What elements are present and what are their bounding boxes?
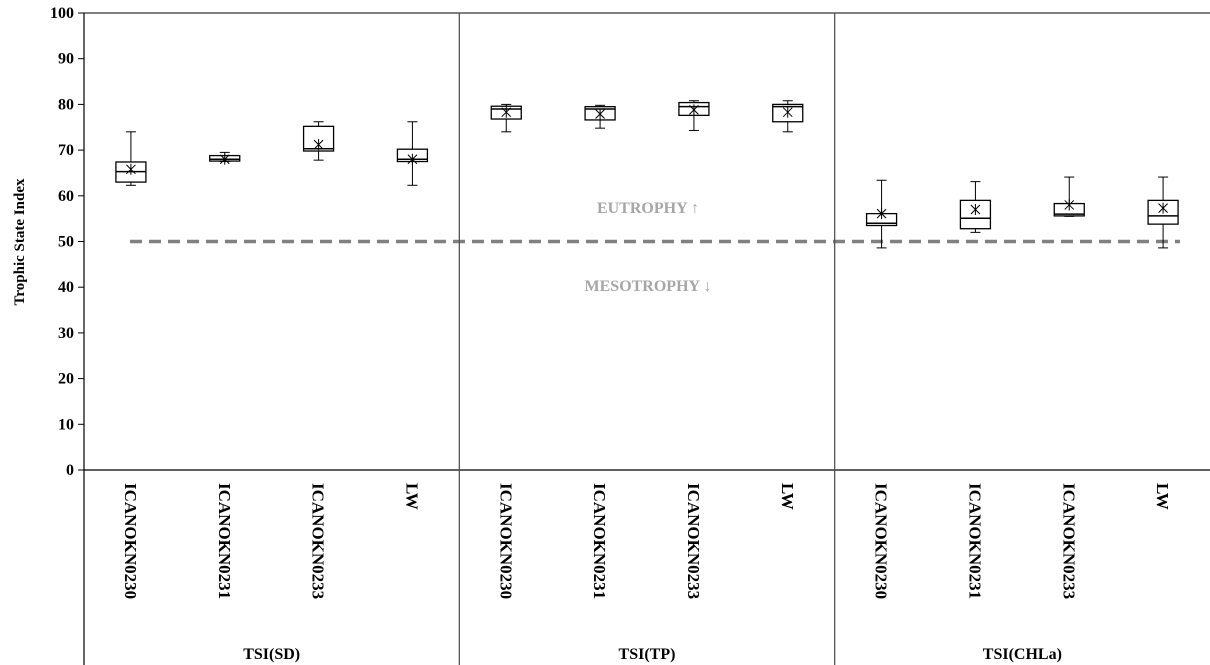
y-tick-label: 30: [58, 325, 74, 342]
box-TSI(SD)-ICANOKN0230: [115, 131, 147, 186]
y-tick-label: 80: [58, 96, 74, 113]
eutrophy-label: EUTROPHY ↑: [597, 200, 699, 217]
box-TSI(TP)-ICANOKN0230: [490, 103, 522, 133]
x-category-label: LW: [1153, 483, 1172, 510]
y-tick-label: 0: [66, 462, 74, 479]
x-category-label: ICANOKN0231: [590, 483, 609, 599]
box-TSI(CHLa)-ICANOKN0230: [865, 179, 898, 249]
box-TSI(CHLa)-LW: [1147, 176, 1179, 249]
y-tick-label: 50: [58, 234, 74, 251]
y-tick-label: 20: [58, 371, 74, 388]
y-axis-label: Trophic State Index: [12, 178, 28, 305]
x-category-label: ICANOKN0231: [215, 483, 234, 599]
y-tick-label: 60: [58, 188, 74, 205]
box-TSI(TP)-LW: [772, 100, 804, 133]
x-category-label: ICANOKN0233: [1059, 483, 1078, 599]
x-category-label: ICANOKN0233: [309, 483, 328, 599]
x-category-label: ICANOKN0231: [965, 483, 984, 599]
box-TSI(SD)-ICANOKN0231: [209, 151, 241, 165]
group-label: TSI(CHLa): [983, 646, 1062, 663]
y-tick-label: 70: [58, 142, 74, 159]
box-TSI(TP)-ICANOKN0233: [678, 100, 710, 131]
x-category-label: ICANOKN0230: [121, 483, 140, 599]
x-category-label: ICANOKN0233: [684, 483, 703, 599]
y-tick-label: 100: [50, 5, 74, 22]
x-category-label: ICANOKN0230: [496, 483, 515, 599]
box-TSI(SD)-LW: [396, 121, 429, 186]
y-tick-label: 40: [58, 279, 74, 296]
x-category-label: LW: [402, 483, 421, 510]
box-TSI(CHLa)-ICANOKN0231: [959, 181, 992, 233]
y-tick-label: 90: [58, 51, 74, 68]
group-label: TSI(TP): [619, 646, 676, 663]
x-category-label: ICANOKN0230: [872, 483, 891, 599]
y-tick-label: 10: [58, 416, 74, 433]
mesotrophy-label: MESOTROPHY ↓: [585, 278, 712, 295]
group-label: TSI(SD): [243, 646, 300, 663]
x-category-label: LW: [778, 483, 797, 510]
box-TSI(TP)-ICANOKN0231: [584, 104, 616, 129]
box-TSI(CHLa)-ICANOKN0233: [1053, 176, 1085, 217]
box-TSI(SD)-ICANOKN0233: [302, 121, 335, 161]
